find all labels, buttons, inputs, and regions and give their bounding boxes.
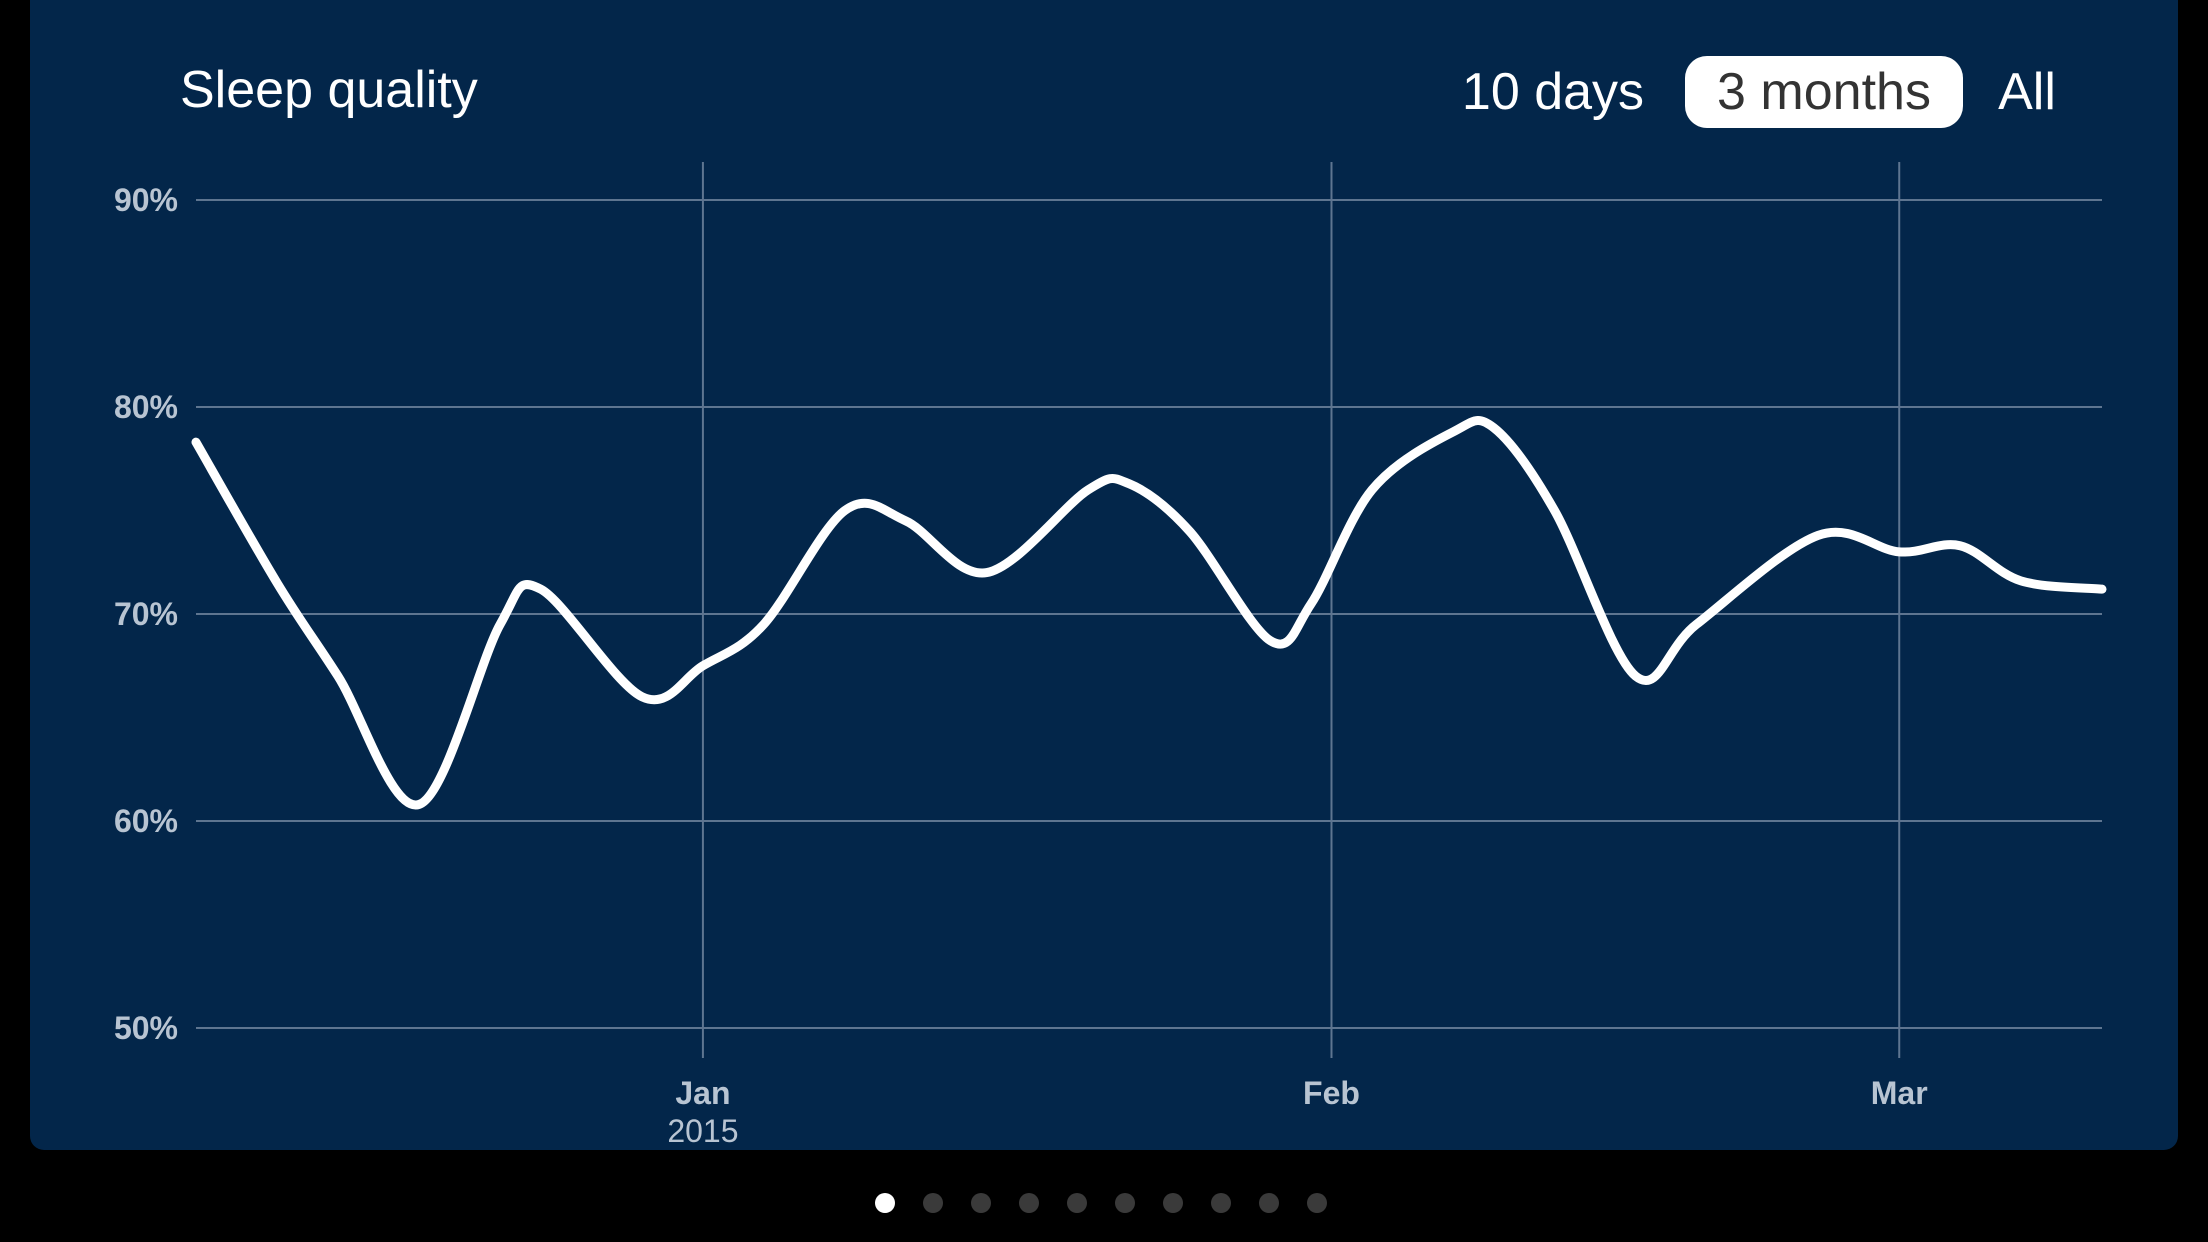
page-dot[interactable] [875, 1193, 895, 1213]
page-dot[interactable] [1019, 1193, 1039, 1213]
sleep-quality-series-line [191, 416, 2107, 810]
x-tick-label: Feb [1303, 1075, 1360, 1111]
chart-title: Sleep quality [180, 61, 478, 119]
page-dot[interactable] [971, 1193, 991, 1213]
x-tick-label: Jan [675, 1075, 730, 1111]
page-dot[interactable] [923, 1193, 943, 1213]
y-tick-label: 70% [114, 596, 178, 632]
page-dot[interactable] [1115, 1193, 1135, 1213]
range-tab-3-months[interactable]: 3 months [1685, 56, 1963, 128]
time-range-selector: 10 days 3 months All [0, 56, 2208, 128]
x-tick-label: Mar [1871, 1075, 1928, 1111]
x-tick-sublabel: 2015 [667, 1113, 738, 1149]
page-dot[interactable] [1163, 1193, 1183, 1213]
y-tick-label: 60% [114, 803, 178, 839]
page-dot[interactable] [1307, 1193, 1327, 1213]
page-dot[interactable] [1067, 1193, 1087, 1213]
page-indicator [0, 1193, 2208, 1217]
y-tick-label: 90% [114, 182, 178, 218]
chart-card [30, 0, 2178, 1150]
range-tab-all[interactable]: All [1998, 63, 2056, 121]
page-dot[interactable] [1211, 1193, 1231, 1213]
range-tab-10-days[interactable]: 10 days [1461, 63, 1645, 121]
page-dot[interactable] [1259, 1193, 1279, 1213]
y-tick-label: 80% [114, 389, 178, 425]
y-tick-label: 50% [114, 1010, 178, 1046]
